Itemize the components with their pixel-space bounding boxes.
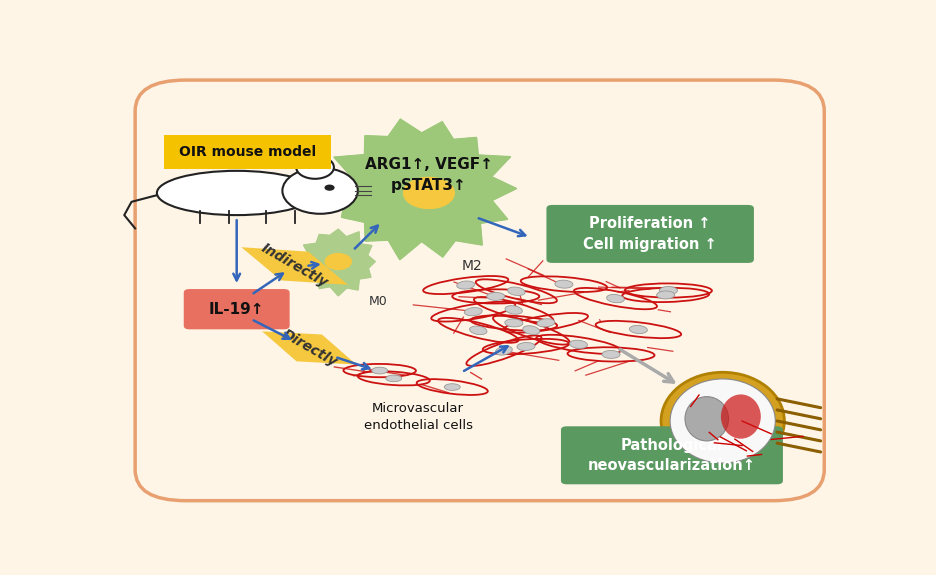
Text: Proliferation ↑
Cell migration ↑: Proliferation ↑ Cell migration ↑ bbox=[583, 216, 717, 252]
Polygon shape bbox=[262, 331, 357, 365]
Ellipse shape bbox=[505, 319, 523, 327]
Text: M2: M2 bbox=[462, 259, 483, 273]
Circle shape bbox=[325, 185, 335, 191]
Ellipse shape bbox=[445, 384, 461, 390]
Ellipse shape bbox=[570, 340, 588, 348]
Text: ARG1↑, VEGF↑
pSTAT3↑: ARG1↑, VEGF↑ pSTAT3↑ bbox=[365, 157, 493, 193]
Ellipse shape bbox=[505, 305, 522, 314]
Text: M0: M0 bbox=[369, 295, 388, 308]
Ellipse shape bbox=[487, 293, 505, 300]
Ellipse shape bbox=[685, 397, 728, 441]
Ellipse shape bbox=[607, 294, 624, 303]
Circle shape bbox=[296, 156, 334, 179]
Polygon shape bbox=[300, 229, 375, 296]
Ellipse shape bbox=[523, 325, 540, 335]
FancyBboxPatch shape bbox=[135, 80, 825, 501]
Text: Indirectly: Indirectly bbox=[259, 242, 330, 291]
Ellipse shape bbox=[670, 379, 775, 463]
Ellipse shape bbox=[517, 343, 535, 351]
Text: Pathological
neovascularization↑: Pathological neovascularization↑ bbox=[588, 438, 756, 473]
Polygon shape bbox=[325, 119, 517, 260]
Ellipse shape bbox=[721, 394, 761, 439]
FancyBboxPatch shape bbox=[183, 289, 289, 329]
Ellipse shape bbox=[386, 375, 402, 382]
Polygon shape bbox=[241, 247, 348, 285]
Text: OIR mouse model: OIR mouse model bbox=[179, 145, 316, 159]
Circle shape bbox=[325, 254, 351, 270]
Ellipse shape bbox=[495, 346, 512, 355]
Ellipse shape bbox=[507, 287, 525, 296]
Ellipse shape bbox=[157, 171, 316, 215]
Ellipse shape bbox=[470, 326, 487, 335]
Ellipse shape bbox=[372, 367, 388, 374]
Ellipse shape bbox=[659, 286, 678, 294]
FancyBboxPatch shape bbox=[561, 426, 782, 484]
FancyBboxPatch shape bbox=[547, 205, 753, 263]
Ellipse shape bbox=[457, 281, 475, 289]
Ellipse shape bbox=[661, 372, 784, 470]
Text: Microvascular
endothelial cells: Microvascular endothelial cells bbox=[363, 401, 473, 432]
Circle shape bbox=[283, 168, 358, 214]
Ellipse shape bbox=[537, 319, 555, 327]
Ellipse shape bbox=[602, 350, 620, 358]
Ellipse shape bbox=[464, 308, 482, 316]
Ellipse shape bbox=[657, 291, 675, 299]
Text: Directly: Directly bbox=[279, 327, 339, 369]
Ellipse shape bbox=[629, 325, 648, 334]
FancyBboxPatch shape bbox=[164, 136, 331, 168]
Ellipse shape bbox=[555, 280, 573, 288]
Text: IL-19↑: IL-19↑ bbox=[209, 302, 265, 317]
Circle shape bbox=[403, 178, 454, 209]
